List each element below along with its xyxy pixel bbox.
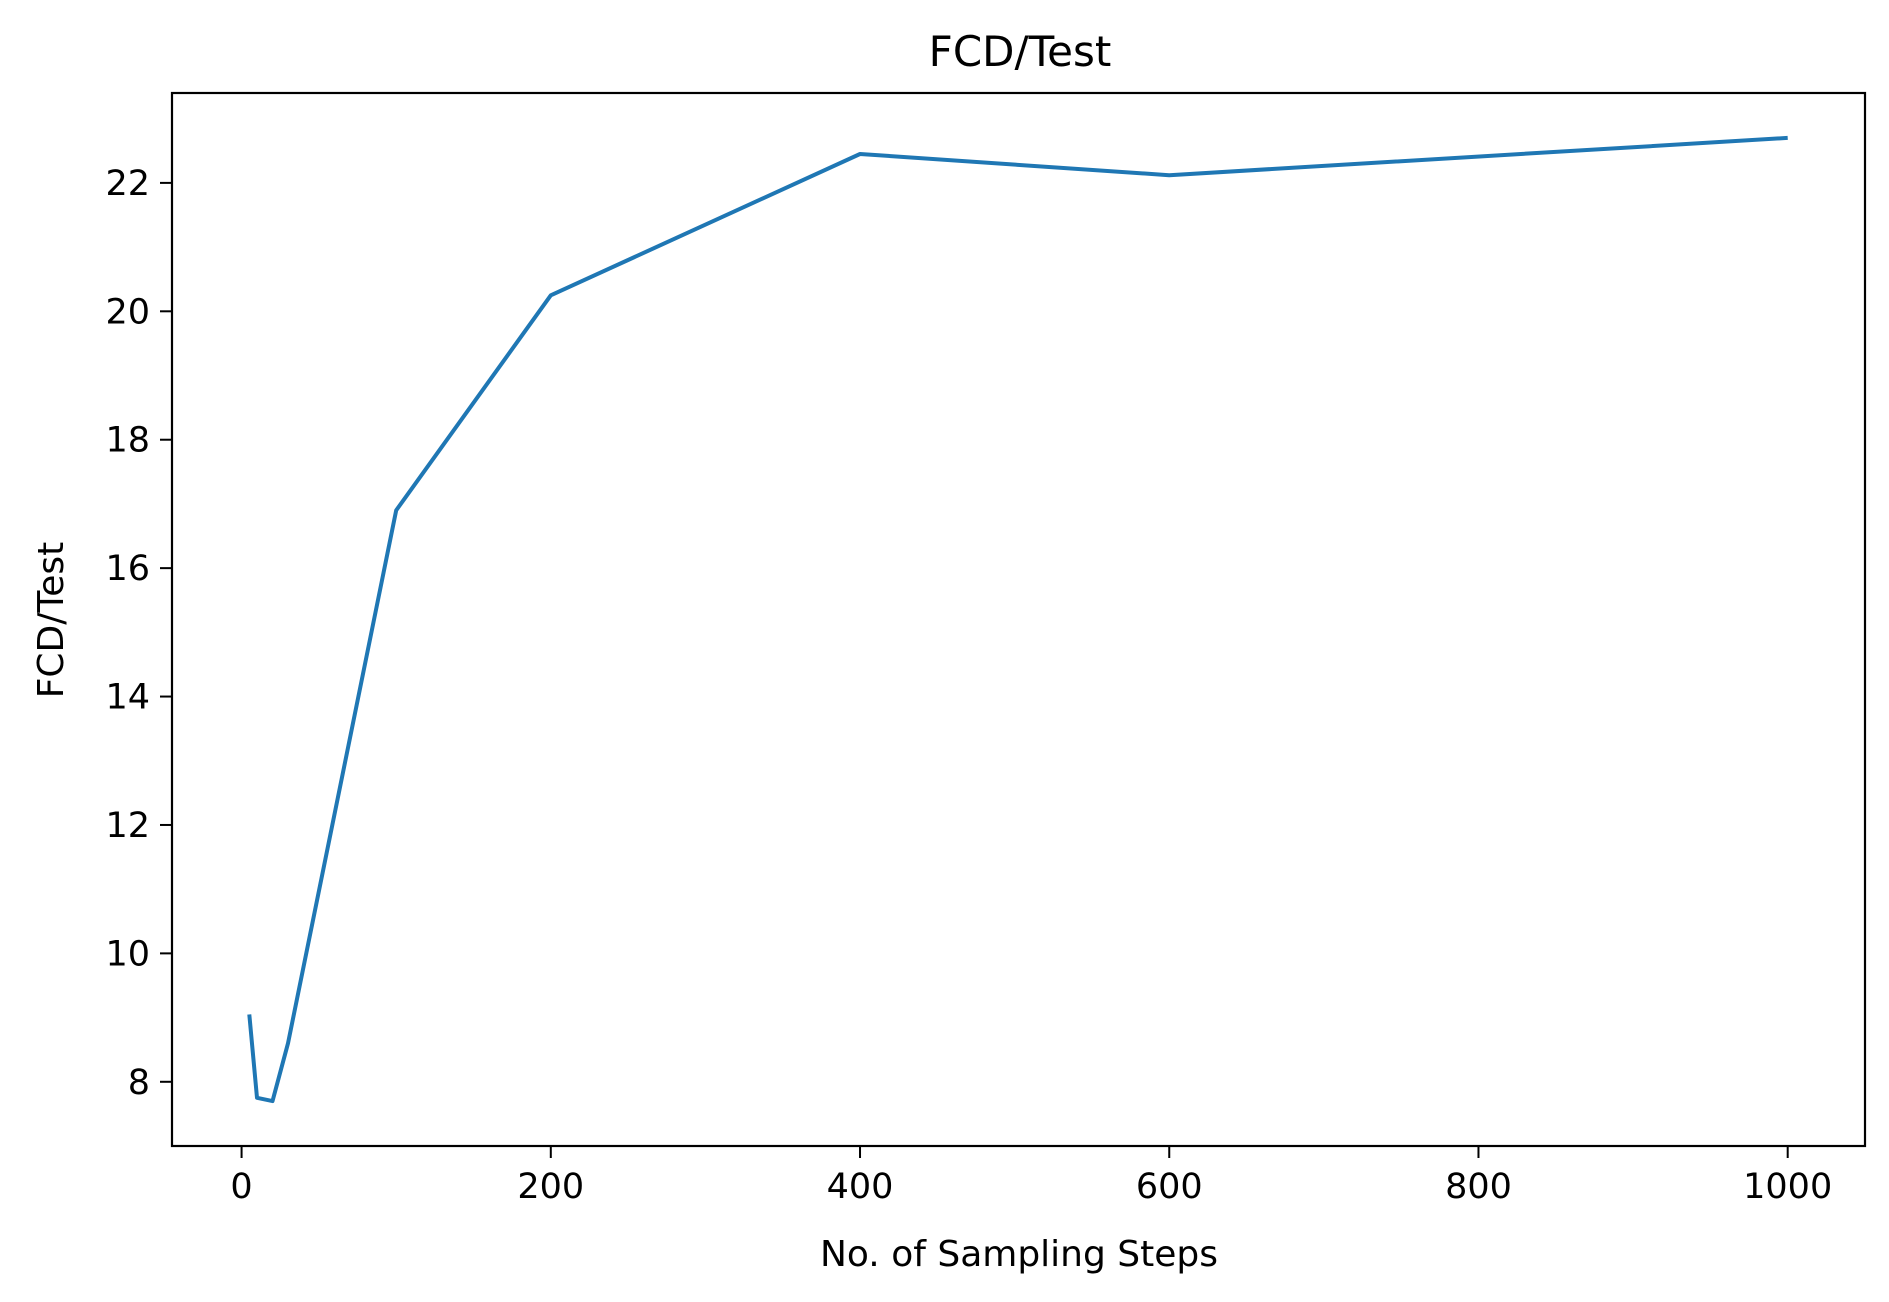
y-axis-label: FCD/Test bbox=[31, 542, 72, 699]
series-line bbox=[247, 135, 1788, 1104]
x-tick-label: 200 bbox=[517, 1167, 584, 1207]
x-tick-label: 0 bbox=[230, 1167, 252, 1207]
x-tick-label: 1000 bbox=[1743, 1167, 1832, 1207]
y-tick-label: 12 bbox=[105, 806, 150, 846]
chart-title: FCD/Test bbox=[929, 27, 1112, 76]
x-axis-label: No. of Sampling Steps bbox=[820, 1234, 1218, 1275]
y-tick-label: 16 bbox=[105, 549, 150, 589]
series-layer bbox=[247, 135, 1788, 1104]
y-tick-label: 14 bbox=[105, 678, 150, 718]
x-tick-label: 400 bbox=[827, 1167, 894, 1207]
tick-layer: 0 200 400 600 800 1000 8 10 12 14 16 18 20 22 bbox=[105, 164, 1832, 1207]
y-tick-label: 22 bbox=[105, 164, 150, 204]
y-tick-label: 8 bbox=[128, 1063, 150, 1103]
y-tick-label: 10 bbox=[105, 934, 150, 974]
y-tick-label: 18 bbox=[105, 421, 150, 461]
y-tick-label: 20 bbox=[105, 292, 150, 332]
x-tick-label: 600 bbox=[1136, 1167, 1203, 1207]
plot-area-frame bbox=[170, 91, 1867, 1148]
x-tick-label: 800 bbox=[1445, 1167, 1512, 1207]
